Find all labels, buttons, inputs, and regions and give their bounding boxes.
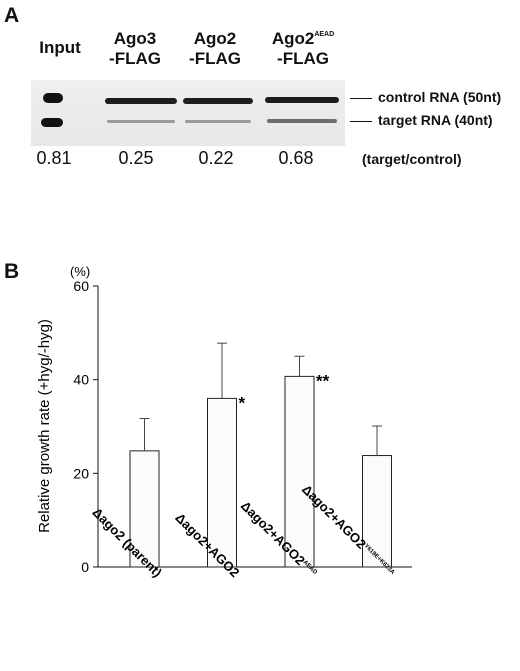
target-band-pointer-line bbox=[350, 121, 372, 122]
band-ago3-control bbox=[105, 98, 177, 104]
panel-b-letter: B bbox=[4, 260, 20, 283]
lane-header-ago2-aead-flag: Ago2AEAD -FLAG bbox=[262, 29, 344, 69]
lane-header-line2: -FLAG bbox=[109, 49, 161, 68]
significance-marker: * bbox=[239, 393, 246, 412]
y-tick-label: 0 bbox=[81, 559, 89, 575]
significance-marker: ** bbox=[316, 371, 330, 390]
lane-header-line2: -FLAG bbox=[189, 49, 241, 68]
band-ago2-target bbox=[185, 120, 251, 123]
ratio-ago2-aead: 0.68 bbox=[278, 148, 314, 168]
lane-header-line1: Ago2AEAD bbox=[271, 29, 335, 48]
lane-header-input: Input bbox=[30, 38, 90, 58]
northern-blot-gel bbox=[31, 80, 345, 146]
y-tick-label: 60 bbox=[73, 278, 89, 294]
axis-layer: 0 20 40 60 bbox=[73, 278, 412, 575]
panel-a-letter: A bbox=[4, 4, 20, 27]
lane-header-line1: Ago3 bbox=[113, 29, 157, 48]
lane-header-line1: Ago2 bbox=[193, 29, 237, 48]
band-input-control bbox=[43, 93, 63, 103]
bar bbox=[129, 450, 160, 568]
bars-layer: *** bbox=[129, 342, 392, 568]
bar bbox=[207, 397, 237, 568]
ratio-input: 0.81 bbox=[36, 148, 72, 168]
lane-header-line2: -FLAG bbox=[277, 49, 329, 68]
lane-header-ago3-flag: Ago3 -FLAG bbox=[100, 29, 170, 69]
y-axis-label: Relative growth rate (+hyg/-hyg) bbox=[36, 319, 53, 533]
band-ago3-target bbox=[107, 120, 175, 123]
bar bbox=[362, 455, 392, 568]
control-band-pointer-line bbox=[350, 98, 372, 99]
lane-header-line1: Input bbox=[39, 38, 81, 57]
y-tick-label: 20 bbox=[73, 465, 89, 481]
ratio-note: (target/control) bbox=[362, 151, 462, 167]
bar bbox=[284, 375, 315, 568]
band-input-target bbox=[41, 118, 63, 127]
target-rna-label: target RNA (40nt) bbox=[378, 112, 493, 128]
control-rna-label: control RNA (50nt) bbox=[378, 89, 502, 105]
lane-header-superscript: AEAD bbox=[314, 31, 335, 38]
band-ago2-aead-target bbox=[267, 119, 337, 123]
y-unit-label: (%) bbox=[70, 264, 90, 279]
band-ago2-control bbox=[183, 98, 253, 104]
band-ago2-aead-control bbox=[265, 97, 339, 103]
ratio-ago2: 0.22 bbox=[198, 148, 234, 168]
ratio-ago3: 0.25 bbox=[118, 148, 154, 168]
y-tick-label: 40 bbox=[73, 372, 89, 388]
lane-header-ago2-flag: Ago2 -FLAG bbox=[180, 29, 250, 69]
